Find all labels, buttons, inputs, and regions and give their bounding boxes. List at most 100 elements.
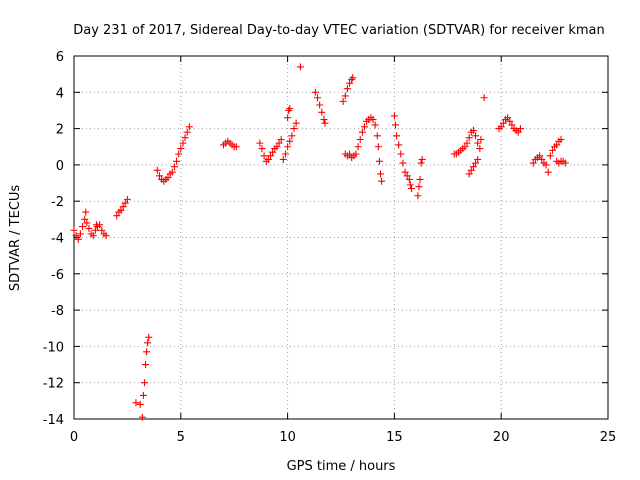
data-point bbox=[476, 145, 484, 153]
axis-ticks: 0 5 10 15 20 25 -14 -12 -10 -8 -6 -4 -2 0 2 4 6 bbox=[43, 50, 617, 445]
series-seg-20 bbox=[529, 152, 550, 169]
data-point bbox=[463, 139, 471, 147]
y-tick-label: -6 bbox=[51, 268, 64, 283]
series-seg-18 bbox=[480, 94, 488, 102]
x-tick-label: 25 bbox=[600, 430, 617, 445]
data-point bbox=[557, 135, 565, 143]
data-point bbox=[506, 117, 514, 125]
data-point bbox=[82, 208, 90, 216]
data-point bbox=[121, 199, 129, 207]
data-point bbox=[292, 119, 300, 127]
data-point bbox=[391, 121, 399, 129]
data-point bbox=[393, 132, 401, 140]
data-point bbox=[497, 123, 505, 131]
y-tick-label: -10 bbox=[43, 340, 64, 355]
data-point bbox=[316, 101, 324, 109]
y-tick-label: 4 bbox=[56, 86, 64, 101]
data-point bbox=[339, 97, 347, 105]
data-point bbox=[477, 135, 485, 143]
data-point bbox=[354, 143, 362, 151]
x-tick-label: 0 bbox=[70, 430, 78, 445]
data-point bbox=[469, 126, 477, 134]
y-tick-label: -4 bbox=[51, 232, 64, 247]
data-point bbox=[548, 146, 556, 154]
y-axis-label: SDTVAR / TECUs bbox=[8, 185, 23, 292]
data-point bbox=[89, 232, 97, 240]
data-point bbox=[415, 183, 423, 191]
data-point bbox=[311, 88, 319, 96]
data-point bbox=[318, 108, 326, 116]
data-point bbox=[403, 172, 411, 180]
data-point bbox=[173, 157, 181, 165]
data-point bbox=[185, 123, 193, 131]
x-tick-label: 15 bbox=[386, 430, 403, 445]
series-seg-04 bbox=[153, 123, 193, 185]
data-point bbox=[140, 379, 148, 387]
x-tick-label: 10 bbox=[279, 430, 296, 445]
data-point bbox=[352, 150, 360, 158]
data-point bbox=[153, 166, 161, 174]
data-point bbox=[465, 170, 473, 178]
data-point bbox=[102, 232, 110, 240]
series-seg-11 bbox=[339, 74, 357, 105]
data-point bbox=[285, 106, 293, 114]
data-point bbox=[467, 166, 475, 174]
data-point bbox=[256, 139, 264, 147]
data-point bbox=[360, 123, 368, 131]
series-seg-16 bbox=[465, 155, 482, 178]
data-point bbox=[164, 174, 172, 182]
data-point bbox=[474, 155, 482, 163]
data-point bbox=[183, 128, 191, 136]
series-seg-13 bbox=[390, 112, 415, 192]
data-point bbox=[373, 132, 381, 140]
data-point bbox=[544, 168, 552, 176]
grid bbox=[74, 56, 608, 419]
data-point bbox=[536, 152, 544, 160]
data-point bbox=[418, 155, 426, 163]
data-point bbox=[123, 195, 131, 203]
data-point bbox=[286, 137, 294, 145]
data-point bbox=[371, 121, 379, 129]
data-point bbox=[81, 215, 89, 223]
data-point bbox=[258, 145, 266, 153]
data-point bbox=[85, 224, 93, 232]
data-point bbox=[358, 128, 366, 136]
data-point bbox=[504, 114, 512, 122]
data-point bbox=[375, 157, 383, 165]
series-seg-12 bbox=[341, 114, 386, 185]
data-point bbox=[508, 121, 516, 129]
data-point bbox=[349, 74, 357, 82]
data-point bbox=[179, 139, 187, 147]
data-point bbox=[98, 226, 106, 234]
data-point bbox=[76, 230, 84, 238]
data-point bbox=[320, 116, 328, 124]
data-point bbox=[546, 152, 554, 160]
x-tick-label: 5 bbox=[177, 430, 185, 445]
series-seg-06 bbox=[256, 135, 285, 165]
data-point bbox=[269, 148, 277, 156]
data-point bbox=[288, 132, 296, 140]
data-point bbox=[343, 85, 351, 93]
data-point bbox=[542, 161, 550, 169]
data-point bbox=[113, 212, 121, 220]
series-seg-08 bbox=[284, 105, 294, 122]
data-point bbox=[260, 152, 268, 160]
data-point bbox=[469, 163, 477, 171]
data-point bbox=[356, 135, 364, 143]
data-point bbox=[416, 175, 424, 183]
data-point bbox=[72, 232, 80, 240]
data-point bbox=[346, 79, 354, 87]
series-seg-10 bbox=[311, 88, 329, 127]
series-seg-14 bbox=[414, 155, 426, 200]
data-point bbox=[138, 413, 146, 421]
y-tick-label: -8 bbox=[51, 304, 64, 319]
series-seg-19 bbox=[495, 114, 524, 136]
data-point bbox=[144, 339, 152, 347]
data-point bbox=[267, 152, 275, 160]
data-point bbox=[232, 143, 240, 151]
data-point bbox=[142, 361, 150, 369]
data-point bbox=[378, 177, 386, 185]
data-point bbox=[414, 192, 422, 200]
chart-title: Day 231 of 2017, Sidereal Day-to-day VTE… bbox=[73, 23, 605, 38]
